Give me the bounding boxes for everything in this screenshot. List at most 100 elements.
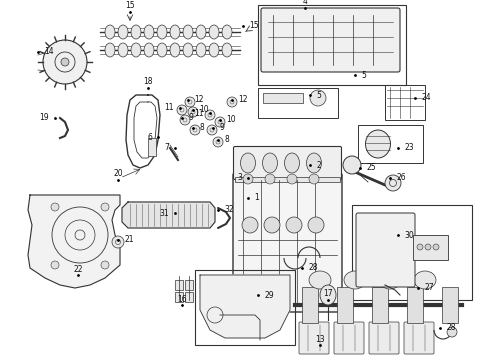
Ellipse shape xyxy=(157,25,167,39)
Text: 32: 32 xyxy=(224,206,234,215)
FancyBboxPatch shape xyxy=(299,322,329,354)
Bar xyxy=(185,280,193,290)
Bar xyxy=(372,287,388,323)
Ellipse shape xyxy=(170,25,180,39)
Ellipse shape xyxy=(209,25,219,39)
Ellipse shape xyxy=(170,43,180,57)
Text: 22: 22 xyxy=(73,265,83,274)
Text: 1: 1 xyxy=(254,194,259,202)
Circle shape xyxy=(227,97,237,107)
Text: 18: 18 xyxy=(143,77,153,86)
Ellipse shape xyxy=(366,130,391,158)
FancyBboxPatch shape xyxy=(233,173,342,312)
Bar xyxy=(442,287,458,323)
Polygon shape xyxy=(200,275,290,338)
Ellipse shape xyxy=(118,25,128,39)
Circle shape xyxy=(343,156,361,174)
Text: 4: 4 xyxy=(302,0,307,6)
Circle shape xyxy=(177,105,187,115)
Circle shape xyxy=(188,107,198,117)
Bar xyxy=(302,287,318,323)
Circle shape xyxy=(180,115,190,125)
Text: 8: 8 xyxy=(199,123,204,132)
Ellipse shape xyxy=(105,43,115,57)
Bar xyxy=(185,292,193,302)
Ellipse shape xyxy=(196,25,206,39)
Circle shape xyxy=(287,174,297,184)
Bar xyxy=(337,287,353,323)
Circle shape xyxy=(264,217,280,233)
Ellipse shape xyxy=(241,153,255,173)
Text: 9: 9 xyxy=(219,123,224,132)
Circle shape xyxy=(385,175,401,191)
Bar xyxy=(175,280,183,290)
Text: 10: 10 xyxy=(226,116,236,125)
Bar xyxy=(413,235,448,260)
Text: 3: 3 xyxy=(237,174,242,183)
Circle shape xyxy=(213,137,223,147)
Ellipse shape xyxy=(344,271,366,289)
Ellipse shape xyxy=(309,271,331,289)
Text: 11: 11 xyxy=(165,104,174,112)
Bar xyxy=(407,287,423,323)
Ellipse shape xyxy=(118,43,128,57)
FancyBboxPatch shape xyxy=(404,322,434,354)
Bar xyxy=(195,270,295,345)
Text: 25: 25 xyxy=(366,163,376,172)
Text: 19: 19 xyxy=(39,113,49,122)
Circle shape xyxy=(205,110,215,120)
Text: 5: 5 xyxy=(316,90,321,99)
Ellipse shape xyxy=(414,271,436,289)
Polygon shape xyxy=(28,195,120,288)
Polygon shape xyxy=(122,202,215,228)
Circle shape xyxy=(207,125,217,135)
Bar xyxy=(148,138,156,156)
FancyBboxPatch shape xyxy=(334,322,364,354)
Ellipse shape xyxy=(144,43,154,57)
Text: 11: 11 xyxy=(195,108,204,117)
Bar xyxy=(385,85,425,120)
Text: 28: 28 xyxy=(446,324,456,333)
Text: 23: 23 xyxy=(404,144,414,153)
Circle shape xyxy=(185,97,195,107)
Text: 16: 16 xyxy=(177,294,187,303)
Circle shape xyxy=(447,327,457,337)
Circle shape xyxy=(243,174,253,184)
FancyBboxPatch shape xyxy=(369,322,399,354)
Circle shape xyxy=(265,174,275,184)
Circle shape xyxy=(190,125,200,135)
Text: 27: 27 xyxy=(424,284,434,292)
Text: 12: 12 xyxy=(194,95,203,104)
Ellipse shape xyxy=(209,43,219,57)
Text: 29: 29 xyxy=(264,291,273,300)
Circle shape xyxy=(242,217,258,233)
Text: 6: 6 xyxy=(147,132,152,141)
Ellipse shape xyxy=(183,25,193,39)
Circle shape xyxy=(101,261,109,269)
Ellipse shape xyxy=(307,153,321,173)
Text: 10: 10 xyxy=(199,105,209,114)
Bar xyxy=(358,125,423,163)
Text: 31: 31 xyxy=(159,208,169,217)
Circle shape xyxy=(433,244,439,250)
Text: 14: 14 xyxy=(44,48,53,57)
Ellipse shape xyxy=(379,271,401,289)
Text: 28: 28 xyxy=(308,264,318,273)
Ellipse shape xyxy=(320,285,336,305)
Ellipse shape xyxy=(183,43,193,57)
Text: 20: 20 xyxy=(113,170,123,179)
Circle shape xyxy=(61,58,69,66)
Bar xyxy=(258,5,406,85)
Text: 17: 17 xyxy=(323,289,333,298)
Ellipse shape xyxy=(131,25,141,39)
Text: 12: 12 xyxy=(238,95,247,104)
Text: 26: 26 xyxy=(396,174,406,183)
Ellipse shape xyxy=(222,43,232,57)
Text: 8: 8 xyxy=(224,135,229,144)
Circle shape xyxy=(51,203,59,211)
FancyBboxPatch shape xyxy=(234,147,342,180)
Bar xyxy=(235,177,340,182)
Ellipse shape xyxy=(131,43,141,57)
Circle shape xyxy=(425,244,431,250)
Ellipse shape xyxy=(196,43,206,57)
